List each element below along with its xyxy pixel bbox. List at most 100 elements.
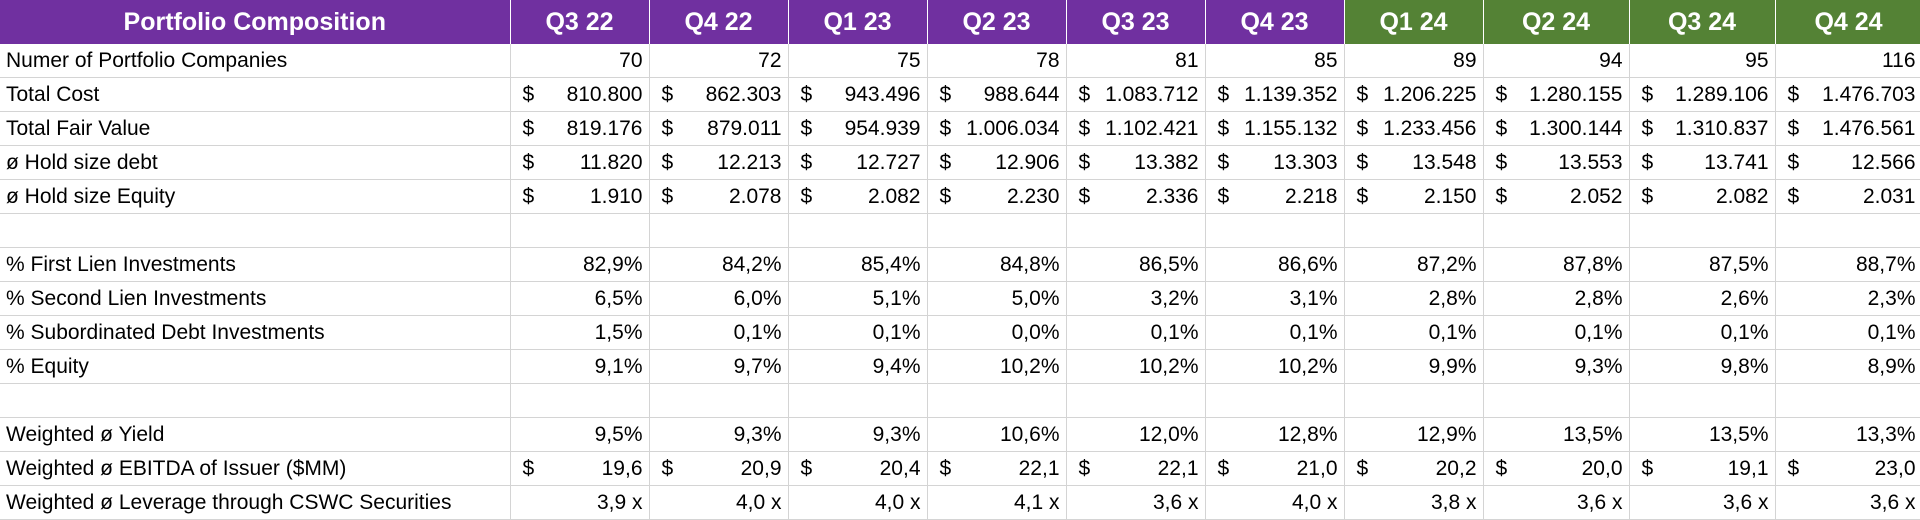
currency-symbol: $ <box>1641 150 1654 174</box>
currency-symbol: $ <box>1356 116 1369 140</box>
table-cell: 12,8% <box>1205 417 1345 452</box>
table-cell: $1.006.034 <box>927 111 1067 146</box>
table-cell: $810.800 <box>510 77 650 112</box>
table-cell: $12.566 <box>1775 145 1920 180</box>
table-cell: $21,0 <box>1205 451 1345 486</box>
column-header-q1-24: Q1 24 <box>1344 0 1484 44</box>
currency-symbol: $ <box>661 82 674 106</box>
cell-value: 11.820 <box>579 150 643 174</box>
table-cell: $1.300.144 <box>1483 111 1630 146</box>
currency-symbol: $ <box>1495 116 1508 140</box>
currency-symbol: $ <box>1356 150 1369 174</box>
currency-symbol: $ <box>661 456 674 480</box>
cell-value: 1.083.712 <box>1105 82 1199 106</box>
table-row: Numer of Portfolio Companies 70 72 75 78 81 85… <box>0 44 1920 78</box>
currency-symbol: $ <box>522 456 535 480</box>
table-cell <box>788 213 928 248</box>
table-cell: 10,6% <box>927 417 1067 452</box>
currency-symbol: $ <box>800 456 813 480</box>
table-cell: 88,7% <box>1775 247 1920 282</box>
table-cell: 8,9% <box>1775 349 1920 384</box>
table-row: Total Cost $810.800 $862.303 $943.496 $988.6… <box>0 77 1920 112</box>
table-cell: $1.280.155 <box>1483 77 1630 112</box>
table-cell <box>1775 213 1920 248</box>
currency-symbol: $ <box>1078 82 1091 106</box>
cell-value: 2.150 <box>1423 184 1477 208</box>
table-cell: 13,5% <box>1629 417 1776 452</box>
table-cell <box>788 383 928 418</box>
table-cell <box>1775 383 1920 418</box>
currency-symbol: $ <box>1495 150 1508 174</box>
table-cell: 9,9% <box>1344 349 1484 384</box>
currency-symbol: $ <box>1217 82 1230 106</box>
currency-symbol: $ <box>939 456 952 480</box>
cell-value: 23,0 <box>1874 456 1916 480</box>
currency-symbol: $ <box>1078 456 1091 480</box>
currency-symbol: $ <box>1356 184 1369 208</box>
cell-value: 879.011 <box>707 116 782 140</box>
table-cell: $2.052 <box>1483 179 1630 214</box>
table-cell: 5,1% <box>788 281 928 316</box>
table-row: % Equity 9,1% 9,7% 9,4% 10,2% 10,2% 10,2% 9,9% 9… <box>0 349 1920 384</box>
currency-symbol: $ <box>800 184 813 208</box>
currency-symbol: $ <box>522 82 535 106</box>
cell-value: 2.082 <box>1715 184 1769 208</box>
table-cell: 10,2% <box>927 349 1067 384</box>
table-row: % Second Lien Investments 6,5% 6,0% 5,1% 5,0… <box>0 281 1920 316</box>
table-cell: $13.548 <box>1344 145 1484 180</box>
table-cell: 4,0 x <box>788 485 928 520</box>
cell-value: 810.800 <box>566 82 643 106</box>
table-cell: 85,4% <box>788 247 928 282</box>
table-cell: $20,4 <box>788 451 928 486</box>
cell-value: 819.176 <box>566 116 643 140</box>
table-cell <box>927 213 1067 248</box>
table-cell <box>1205 383 1345 418</box>
cell-value: 2.052 <box>1569 184 1623 208</box>
table-cell: 3,1% <box>1205 281 1345 316</box>
currency-symbol: $ <box>522 184 535 208</box>
table-cell: $943.496 <box>788 77 928 112</box>
currency-symbol: $ <box>1078 116 1091 140</box>
cell-value: 1.102.421 <box>1105 116 1199 140</box>
currency-symbol: $ <box>800 82 813 106</box>
cell-value: 954.939 <box>844 116 921 140</box>
cell-value: 22,1 <box>1018 456 1060 480</box>
table-cell <box>1483 213 1630 248</box>
table-cell: 85 <box>1205 44 1345 78</box>
table-row: Weighted ø Leverage through CSWC Securit… <box>0 485 1920 520</box>
table-cell: 87,5% <box>1629 247 1776 282</box>
table-cell <box>1629 383 1776 418</box>
table-cell: $22,1 <box>927 451 1067 486</box>
currency-symbol: $ <box>661 184 674 208</box>
table-cell <box>927 383 1067 418</box>
table-title: Portfolio Composition <box>0 0 511 44</box>
table-cell: 5,0% <box>927 281 1067 316</box>
table-cell: 87,2% <box>1344 247 1484 282</box>
table-cell: 9,3% <box>1483 349 1630 384</box>
table-cell: $2.031 <box>1775 179 1920 214</box>
cell-value: 20,9 <box>740 456 782 480</box>
currency-symbol: $ <box>1078 184 1091 208</box>
currency-symbol: $ <box>661 116 674 140</box>
table-cell: 1,5% <box>510 315 650 350</box>
table-cell: $19,6 <box>510 451 650 486</box>
table-cell: 4,0 x <box>1205 485 1345 520</box>
currency-symbol: $ <box>1495 184 1508 208</box>
table-cell: 3,8 x <box>1344 485 1484 520</box>
table-cell: $988.644 <box>927 77 1067 112</box>
table-cell: 9,4% <box>788 349 928 384</box>
cell-value: 2.031 <box>1862 184 1916 208</box>
table-cell: 6,0% <box>649 281 789 316</box>
table-cell: 4,1 x <box>927 485 1067 520</box>
table-row: Total Fair Value $819.176 $879.011 $954.939… <box>0 111 1920 146</box>
table-cell <box>1629 213 1776 248</box>
table-cell: $12.213 <box>649 145 789 180</box>
currency-symbol: $ <box>1217 184 1230 208</box>
table-cell: $2.218 <box>1205 179 1345 214</box>
table-cell: 2,3% <box>1775 281 1920 316</box>
cell-value: 1.289.106 <box>1675 82 1769 106</box>
currency-symbol: $ <box>1641 184 1654 208</box>
cell-value: 1.233.456 <box>1383 116 1477 140</box>
table-row: % Subordinated Debt Investments 1,5% 0,1% 0… <box>0 315 1920 350</box>
